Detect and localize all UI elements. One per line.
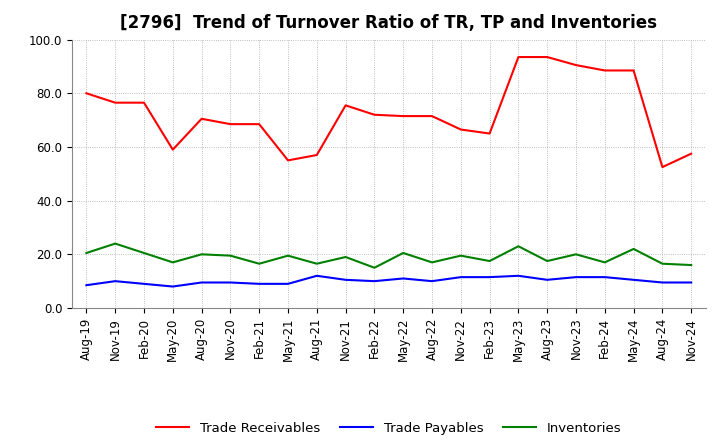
Trade Payables: [428, 279, 436, 284]
Inventories: [428, 260, 436, 265]
Trade Payables: [572, 275, 580, 280]
Trade Payables: [255, 281, 264, 286]
Trade Payables: [399, 276, 408, 281]
Line: Trade Payables: Trade Payables: [86, 276, 691, 286]
Trade Receivables: [399, 114, 408, 119]
Inventories: [111, 241, 120, 246]
Trade Payables: [111, 279, 120, 284]
Inventories: [312, 261, 321, 266]
Trade Payables: [370, 279, 379, 284]
Trade Payables: [226, 280, 235, 285]
Inventories: [399, 250, 408, 256]
Line: Trade Receivables: Trade Receivables: [86, 57, 691, 167]
Title: [2796]  Trend of Turnover Ratio of TR, TP and Inventories: [2796] Trend of Turnover Ratio of TR, TP…: [120, 15, 657, 33]
Inventories: [456, 253, 465, 258]
Trade Payables: [284, 281, 292, 286]
Inventories: [197, 252, 206, 257]
Trade Payables: [485, 275, 494, 280]
Trade Receivables: [658, 165, 667, 170]
Trade Receivables: [543, 55, 552, 60]
Inventories: [168, 260, 177, 265]
Trade Receivables: [485, 131, 494, 136]
Trade Payables: [341, 277, 350, 282]
Trade Payables: [600, 275, 609, 280]
Trade Payables: [82, 282, 91, 288]
Trade Receivables: [629, 68, 638, 73]
Trade Receivables: [168, 147, 177, 152]
Inventories: [226, 253, 235, 258]
Inventories: [82, 250, 91, 256]
Trade Receivables: [428, 114, 436, 119]
Trade Payables: [168, 284, 177, 289]
Trade Receivables: [514, 55, 523, 60]
Trade Payables: [543, 277, 552, 282]
Trade Receivables: [687, 151, 696, 156]
Trade Receivables: [312, 152, 321, 158]
Inventories: [687, 262, 696, 268]
Inventories: [255, 261, 264, 266]
Trade Receivables: [197, 116, 206, 121]
Trade Payables: [456, 275, 465, 280]
Inventories: [341, 254, 350, 260]
Inventories: [658, 261, 667, 266]
Trade Payables: [197, 280, 206, 285]
Trade Receivables: [370, 112, 379, 117]
Trade Payables: [687, 280, 696, 285]
Trade Receivables: [572, 62, 580, 68]
Trade Payables: [312, 273, 321, 279]
Trade Receivables: [284, 158, 292, 163]
Trade Receivables: [600, 68, 609, 73]
Inventories: [600, 260, 609, 265]
Inventories: [370, 265, 379, 270]
Trade Receivables: [82, 91, 91, 96]
Inventories: [629, 246, 638, 252]
Trade Payables: [140, 281, 148, 286]
Trade Receivables: [226, 121, 235, 127]
Inventories: [514, 244, 523, 249]
Inventories: [284, 253, 292, 258]
Trade Receivables: [456, 127, 465, 132]
Trade Receivables: [341, 103, 350, 108]
Trade Receivables: [140, 100, 148, 105]
Inventories: [140, 250, 148, 256]
Trade Payables: [629, 277, 638, 282]
Inventories: [543, 258, 552, 264]
Trade Payables: [514, 273, 523, 279]
Inventories: [485, 258, 494, 264]
Line: Inventories: Inventories: [86, 244, 691, 268]
Legend: Trade Receivables, Trade Payables, Inventories: Trade Receivables, Trade Payables, Inven…: [151, 417, 626, 440]
Inventories: [572, 252, 580, 257]
Trade Payables: [658, 280, 667, 285]
Trade Receivables: [111, 100, 120, 105]
Trade Receivables: [255, 121, 264, 127]
